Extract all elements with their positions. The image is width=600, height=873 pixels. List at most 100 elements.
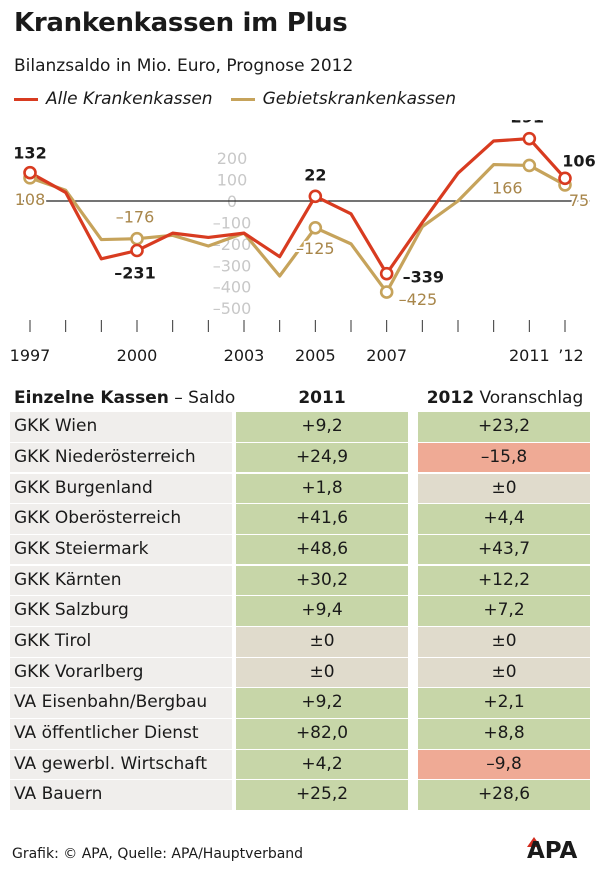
row-name: GKK Wien [10,412,232,442]
cell-2012: +4,4 [418,504,590,534]
marker-gebiets [522,158,537,173]
data-label-gebiets: 75 [569,191,589,210]
series-line-gebiets [29,162,566,294]
row-name: VA Bauern [10,780,232,810]
x-tick-label: 2007 [366,346,407,365]
legend-item-alle: Alle Krankenkassen [14,89,213,109]
cell-2012: +23,2 [418,412,590,442]
marker-alle [379,266,394,281]
marker-alle [522,131,537,146]
legend-swatch-gebiets [230,97,255,101]
y-tick-label: 200 [217,149,248,168]
x-tick-label: ’12 [558,346,583,365]
legend-swatch-alle [14,97,38,101]
row-name: GKK Burgenland [10,473,232,504]
cell-2012: –9,8 [418,749,590,780]
x-tick-label: 2003 [224,346,265,365]
marker-alle [130,243,144,258]
legend-label-alle: Alle Krankenkassen [46,89,213,109]
cell-2011: +9,4 [236,596,408,626]
data-label-gebiets: –425 [399,290,438,309]
header-name: Einzelne Kassen – Saldo [14,388,235,408]
row-name: GKK Oberösterreich [10,504,232,534]
chart-legend: Alle Krankenkassen Gebietskrankenkassen [14,89,474,109]
y-tick-label: –100 [213,213,252,232]
table-body: GKK Wien +9,2 +23,2 GKK Niederösterreich +24… [10,412,590,810]
table-row: GKK Tirol ±0 ±0 [10,627,590,657]
table-row: GKK Steiermark +48,6 +43,7 [10,534,590,565]
marker-gebiets [308,220,323,235]
cell-2011: +9,2 [236,412,408,442]
x-tick-label: 2000 [117,346,158,365]
chart-title: Krankenkassen im Plus [14,8,348,38]
cell-2012: +7,2 [418,596,590,626]
row-name: GKK Steiermark [10,534,232,565]
x-tick-label: 2005 [295,346,336,365]
cell-2011: +1,8 [236,473,408,504]
cell-2012: ±0 [418,627,590,657]
y-tick-label: –400 [213,278,252,297]
y-tick-label: –300 [213,256,252,275]
header-2012-bold: 2012 [426,388,475,408]
data-label-gebiets: –125 [296,239,335,258]
cell-2011: +82,0 [236,719,408,749]
cell-2012: –15,8 [418,442,590,473]
marker-gebiets [379,285,394,299]
x-tick-label: 2011 [509,346,550,365]
cell-2011: +41,6 [236,504,408,534]
header-name-rest: – Saldo [168,388,236,408]
data-label-gebiets: 166 [492,178,523,197]
kassen-table: Einzelne Kassen – Saldo 2011 2012 Vorans… [10,385,590,810]
data-label-alle: 291 [511,120,544,127]
table-row: GKK Oberösterreich +41,6 +4,4 [10,504,590,534]
table-row: GKK Vorarlberg ±0 ±0 [10,657,590,688]
cell-2012: ±0 [418,657,590,688]
table-row: VA gewerbl. Wirtschaft +4,2 –9,8 [10,749,590,780]
header-2011: 2011 [298,388,346,408]
table-row: GKK Wien +9,2 +23,2 [10,412,590,442]
cell-2012: +2,1 [418,688,590,718]
cell-2011: +24,9 [236,442,408,473]
apa-logo: APA [527,838,578,864]
row-name: GKK Salzburg [10,596,232,626]
table-header: Einzelne Kassen – Saldo 2011 2012 Vorans… [10,385,590,411]
source-credit: Grafik: © APA, Quelle: APA/Hauptverband [12,846,304,862]
y-tick-label: 100 [217,171,248,190]
x-tick-label: 1997 [10,346,51,365]
table-row: VA Eisenbahn/Bergbau +9,2 +2,1 [10,688,590,718]
data-label-alle: 106 [562,151,595,170]
row-name: GKK Niederösterreich [10,442,232,473]
table-row: VA öffentlicher Dienst +82,0 +8,8 [10,719,590,749]
header-2012: 2012 Voranschlag [417,388,593,408]
data-label-alle: 22 [304,165,326,184]
marker-alle [558,171,572,186]
legend-item-gebiets: Gebietskrankenkassen [230,89,457,109]
data-label-gebiets: 108 [15,190,46,209]
table-row: GKK Salzburg +9,4 +7,2 [10,596,590,626]
cell-2011: ±0 [236,627,408,657]
chart-subtitle: Bilanzsaldo in Mio. Euro, Prognose 2012 [14,56,354,76]
data-label-alle: –339 [403,268,444,287]
cell-2011: ±0 [236,657,408,688]
row-name: GKK Kärnten [10,565,232,596]
marker-alle [308,189,323,204]
data-label-alle: –231 [114,264,155,283]
row-name: VA Eisenbahn/Bergbau [10,688,232,718]
header-name-bold: Einzelne Kassen [14,388,169,408]
cell-2011: +9,2 [236,688,408,718]
cell-2012: +43,7 [418,534,590,565]
cell-2011: +4,2 [236,749,408,780]
row-name: VA gewerbl. Wirtschaft [10,749,232,780]
data-label-gebiets: –176 [116,208,155,227]
row-name: GKK Tirol [10,627,232,657]
legend-label-gebiets: Gebietskrankenkassen [262,89,457,109]
y-tick-label: –500 [213,299,252,318]
table-row: VA Bauern +25,2 +28,6 [10,780,590,810]
series-line-alle [29,137,567,276]
marker-alle [23,165,37,180]
cell-2012: +8,8 [418,719,590,749]
cell-2011: +25,2 [236,780,408,810]
table-row: GKK Kärnten +30,2 +12,2 [10,565,590,596]
cell-2012: +12,2 [418,565,590,596]
